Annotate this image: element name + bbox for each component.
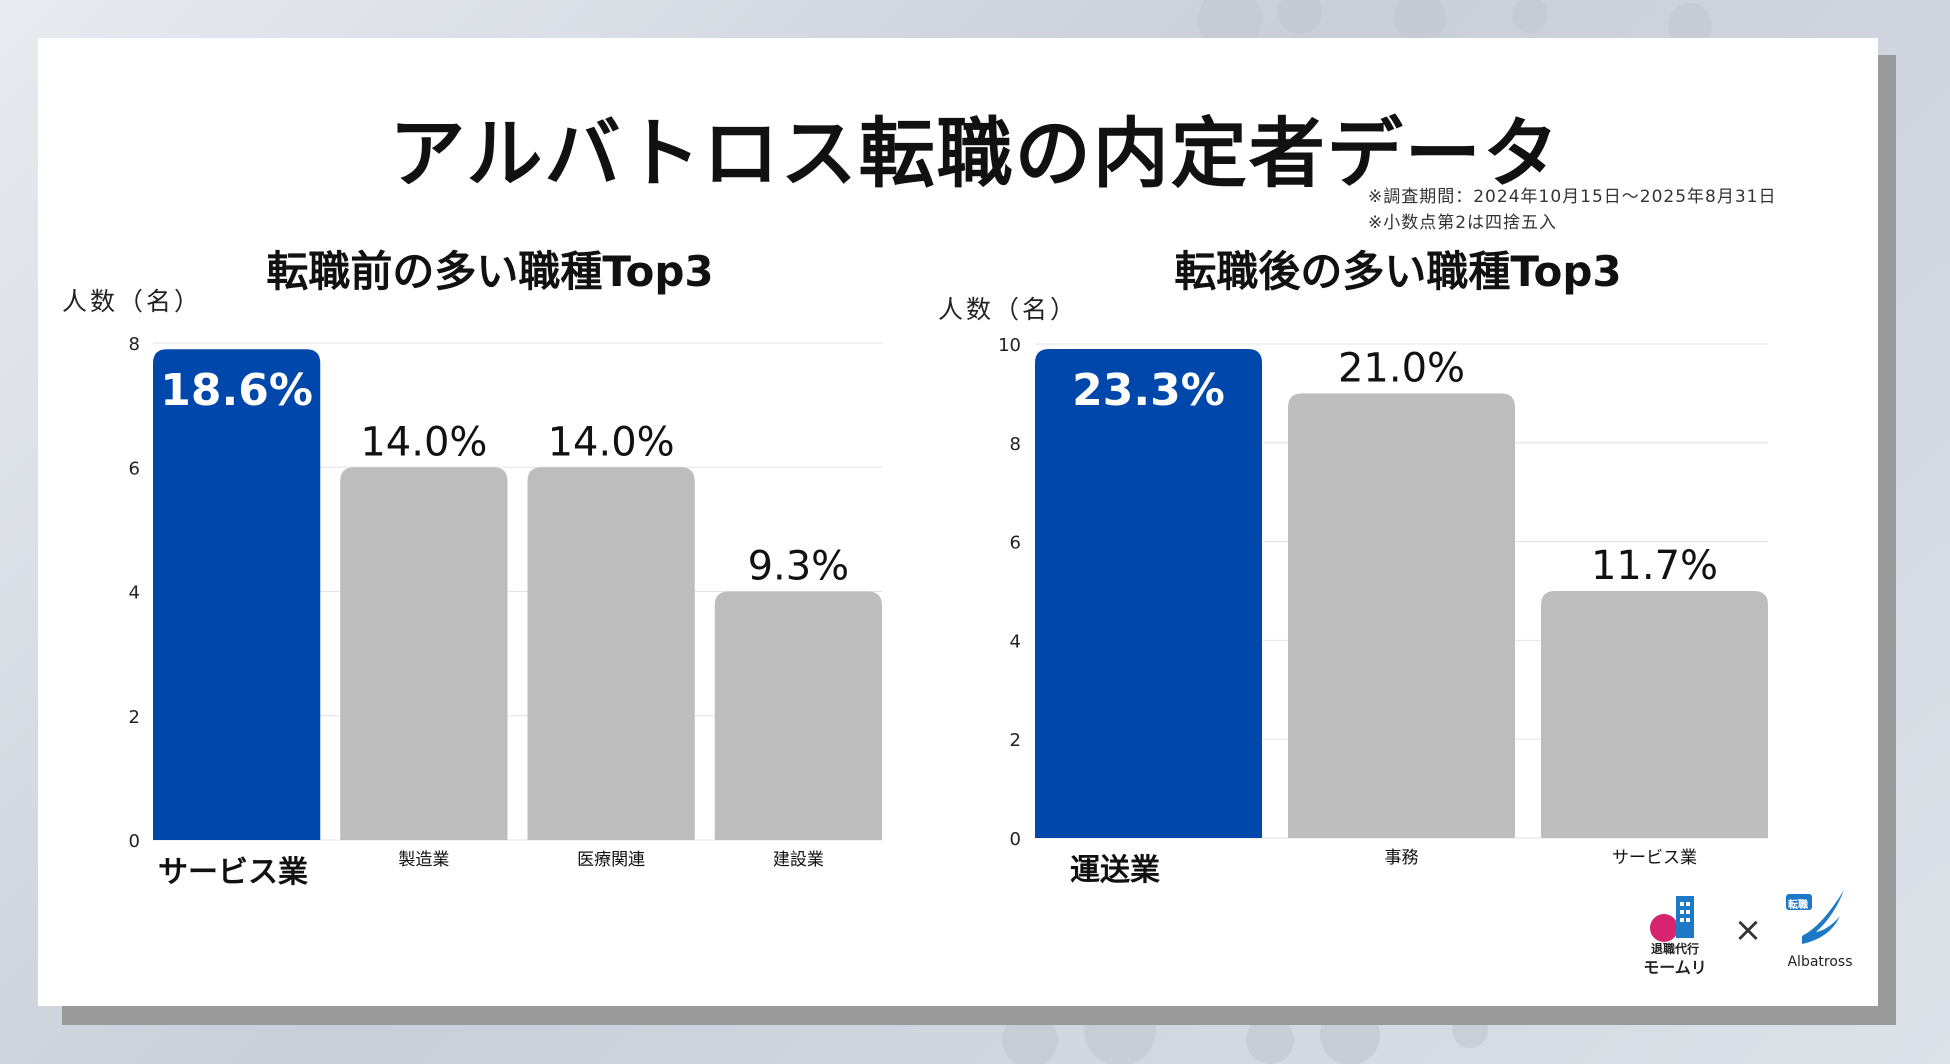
cross-icon: ×: [1733, 910, 1763, 950]
category-label-before-3: 建設業: [773, 850, 824, 870]
y-tick-label-after-3: 6: [1010, 533, 1021, 554]
bar-after-0: [1035, 348, 1262, 838]
y-tick-label-before-2: 4: [129, 583, 140, 604]
data-label-before-2: 14.0%: [548, 419, 675, 465]
y-tick-label-after-0: 0: [1010, 829, 1021, 850]
bar-before-2: [527, 467, 695, 840]
albatross-logo-name: Albatross: [1787, 954, 1853, 970]
bar-before-3: [714, 591, 882, 840]
page-title: アルバトロス転職の内定者データ: [389, 109, 1561, 198]
y-tick-label-after-1: 2: [1010, 730, 1021, 751]
momuri-logo-line2: モームリ: [1643, 958, 1707, 977]
category-label-before-2: 医療関連: [577, 850, 645, 870]
category-label-before-1: 製造業: [398, 850, 449, 870]
data-label-before-1: 14.0%: [360, 419, 487, 465]
data-label-after-0: 23.3%: [1072, 365, 1225, 416]
data-label-before-0: 18.6%: [160, 365, 313, 416]
y-tick-label-before-0: 0: [129, 831, 140, 852]
y-tick-label-before-3: 6: [129, 458, 140, 479]
momuri-logo: [1640, 892, 1710, 952]
y-axis-label-after: 人数（名）: [938, 295, 1079, 324]
y-tick-label-after-2: 4: [1010, 631, 1021, 652]
y-tick-label-after-5: 10: [998, 335, 1021, 356]
y-tick-label-before-4: 8: [129, 334, 140, 355]
momuri-logo-line1: 退職代行: [1650, 942, 1699, 956]
category-label-after-1: 事務: [1385, 848, 1419, 868]
bar-after-1: [1288, 393, 1515, 838]
bar-after-2: [1541, 591, 1768, 838]
y-axis-label-before: 人数（名）: [62, 287, 203, 316]
chart-title-after: 転職後の多い職種Top3: [1174, 247, 1622, 296]
chart-title-before: 転職前の多い職種Top3: [266, 247, 714, 296]
data-label-after-1: 21.0%: [1338, 345, 1465, 391]
category-label-after-2: サービス業: [1612, 848, 1697, 868]
category-label-before-0: サービス業: [158, 855, 308, 890]
survey-period-note: ※調査期間：2024年10月15日〜2025年8月31日: [1368, 187, 1777, 207]
rounding-note: ※小数点第2は四捨五入: [1368, 213, 1558, 233]
data-label-after-2: 11.7%: [1591, 543, 1718, 589]
albatross-logo: [1782, 886, 1858, 952]
bar-before-1: [340, 467, 508, 840]
y-tick-label-after-4: 8: [1010, 434, 1021, 455]
data-label-before-3: 9.3%: [748, 544, 850, 590]
albatross-badge-text: 転職: [1788, 900, 1808, 911]
y-tick-label-before-1: 2: [129, 707, 140, 728]
bar-before-0: [153, 349, 321, 840]
category-label-after-0: 運送業: [1070, 853, 1160, 888]
